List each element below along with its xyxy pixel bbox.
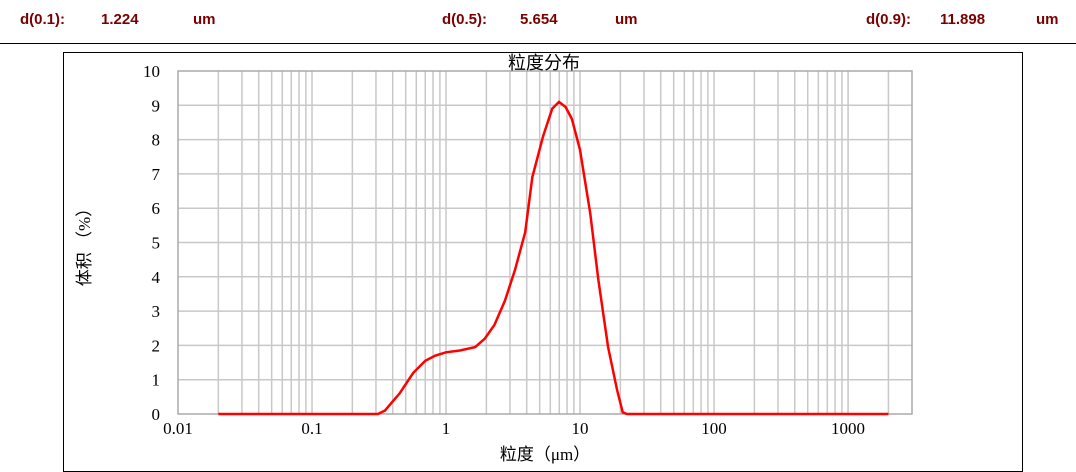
y-tick-label: 10: [143, 62, 160, 81]
plot-border: [177, 70, 913, 415]
d50-label: d(0.5):: [442, 11, 487, 28]
header-divider: [0, 43, 1076, 44]
x-tick-label: 0.01: [163, 419, 193, 438]
y-tick-label: 8: [152, 131, 161, 150]
x-tick-label: 100: [701, 419, 727, 438]
d50-unit: um: [615, 11, 638, 28]
d10-unit: um: [193, 11, 216, 28]
x-tick-label: 0.1: [301, 419, 322, 438]
d90-unit: um: [1036, 11, 1059, 28]
chart-title: 粒度分布: [508, 53, 580, 73]
y-tick-label: 9: [152, 96, 161, 115]
d10-label: d(0.1):: [20, 11, 65, 28]
d90-value: 11.898: [940, 11, 986, 28]
series-line: [218, 100, 889, 416]
y-tick-label: 4: [152, 268, 161, 287]
y-tick-label: 6: [152, 199, 161, 218]
y-tick-label: 5: [152, 234, 161, 253]
d50-value: 5.654: [520, 11, 558, 28]
x-tick-label: 10: [572, 419, 589, 438]
y-tick-label: 7: [152, 165, 161, 184]
d90-label: d(0.9):: [866, 11, 911, 28]
d10-value: 1.224: [101, 11, 139, 28]
x-axis-label: 粒度（μm）: [500, 445, 590, 464]
x-tick-label: 1: [442, 419, 451, 438]
x-tick-label: 1000: [831, 419, 865, 438]
y-tick-label: 0: [152, 405, 161, 424]
y-tick-label: 2: [152, 336, 161, 355]
y-tick-label: 1: [152, 371, 161, 390]
y-axis-label: 体积 （%）: [75, 200, 94, 286]
y-tick-label: 3: [152, 302, 161, 321]
